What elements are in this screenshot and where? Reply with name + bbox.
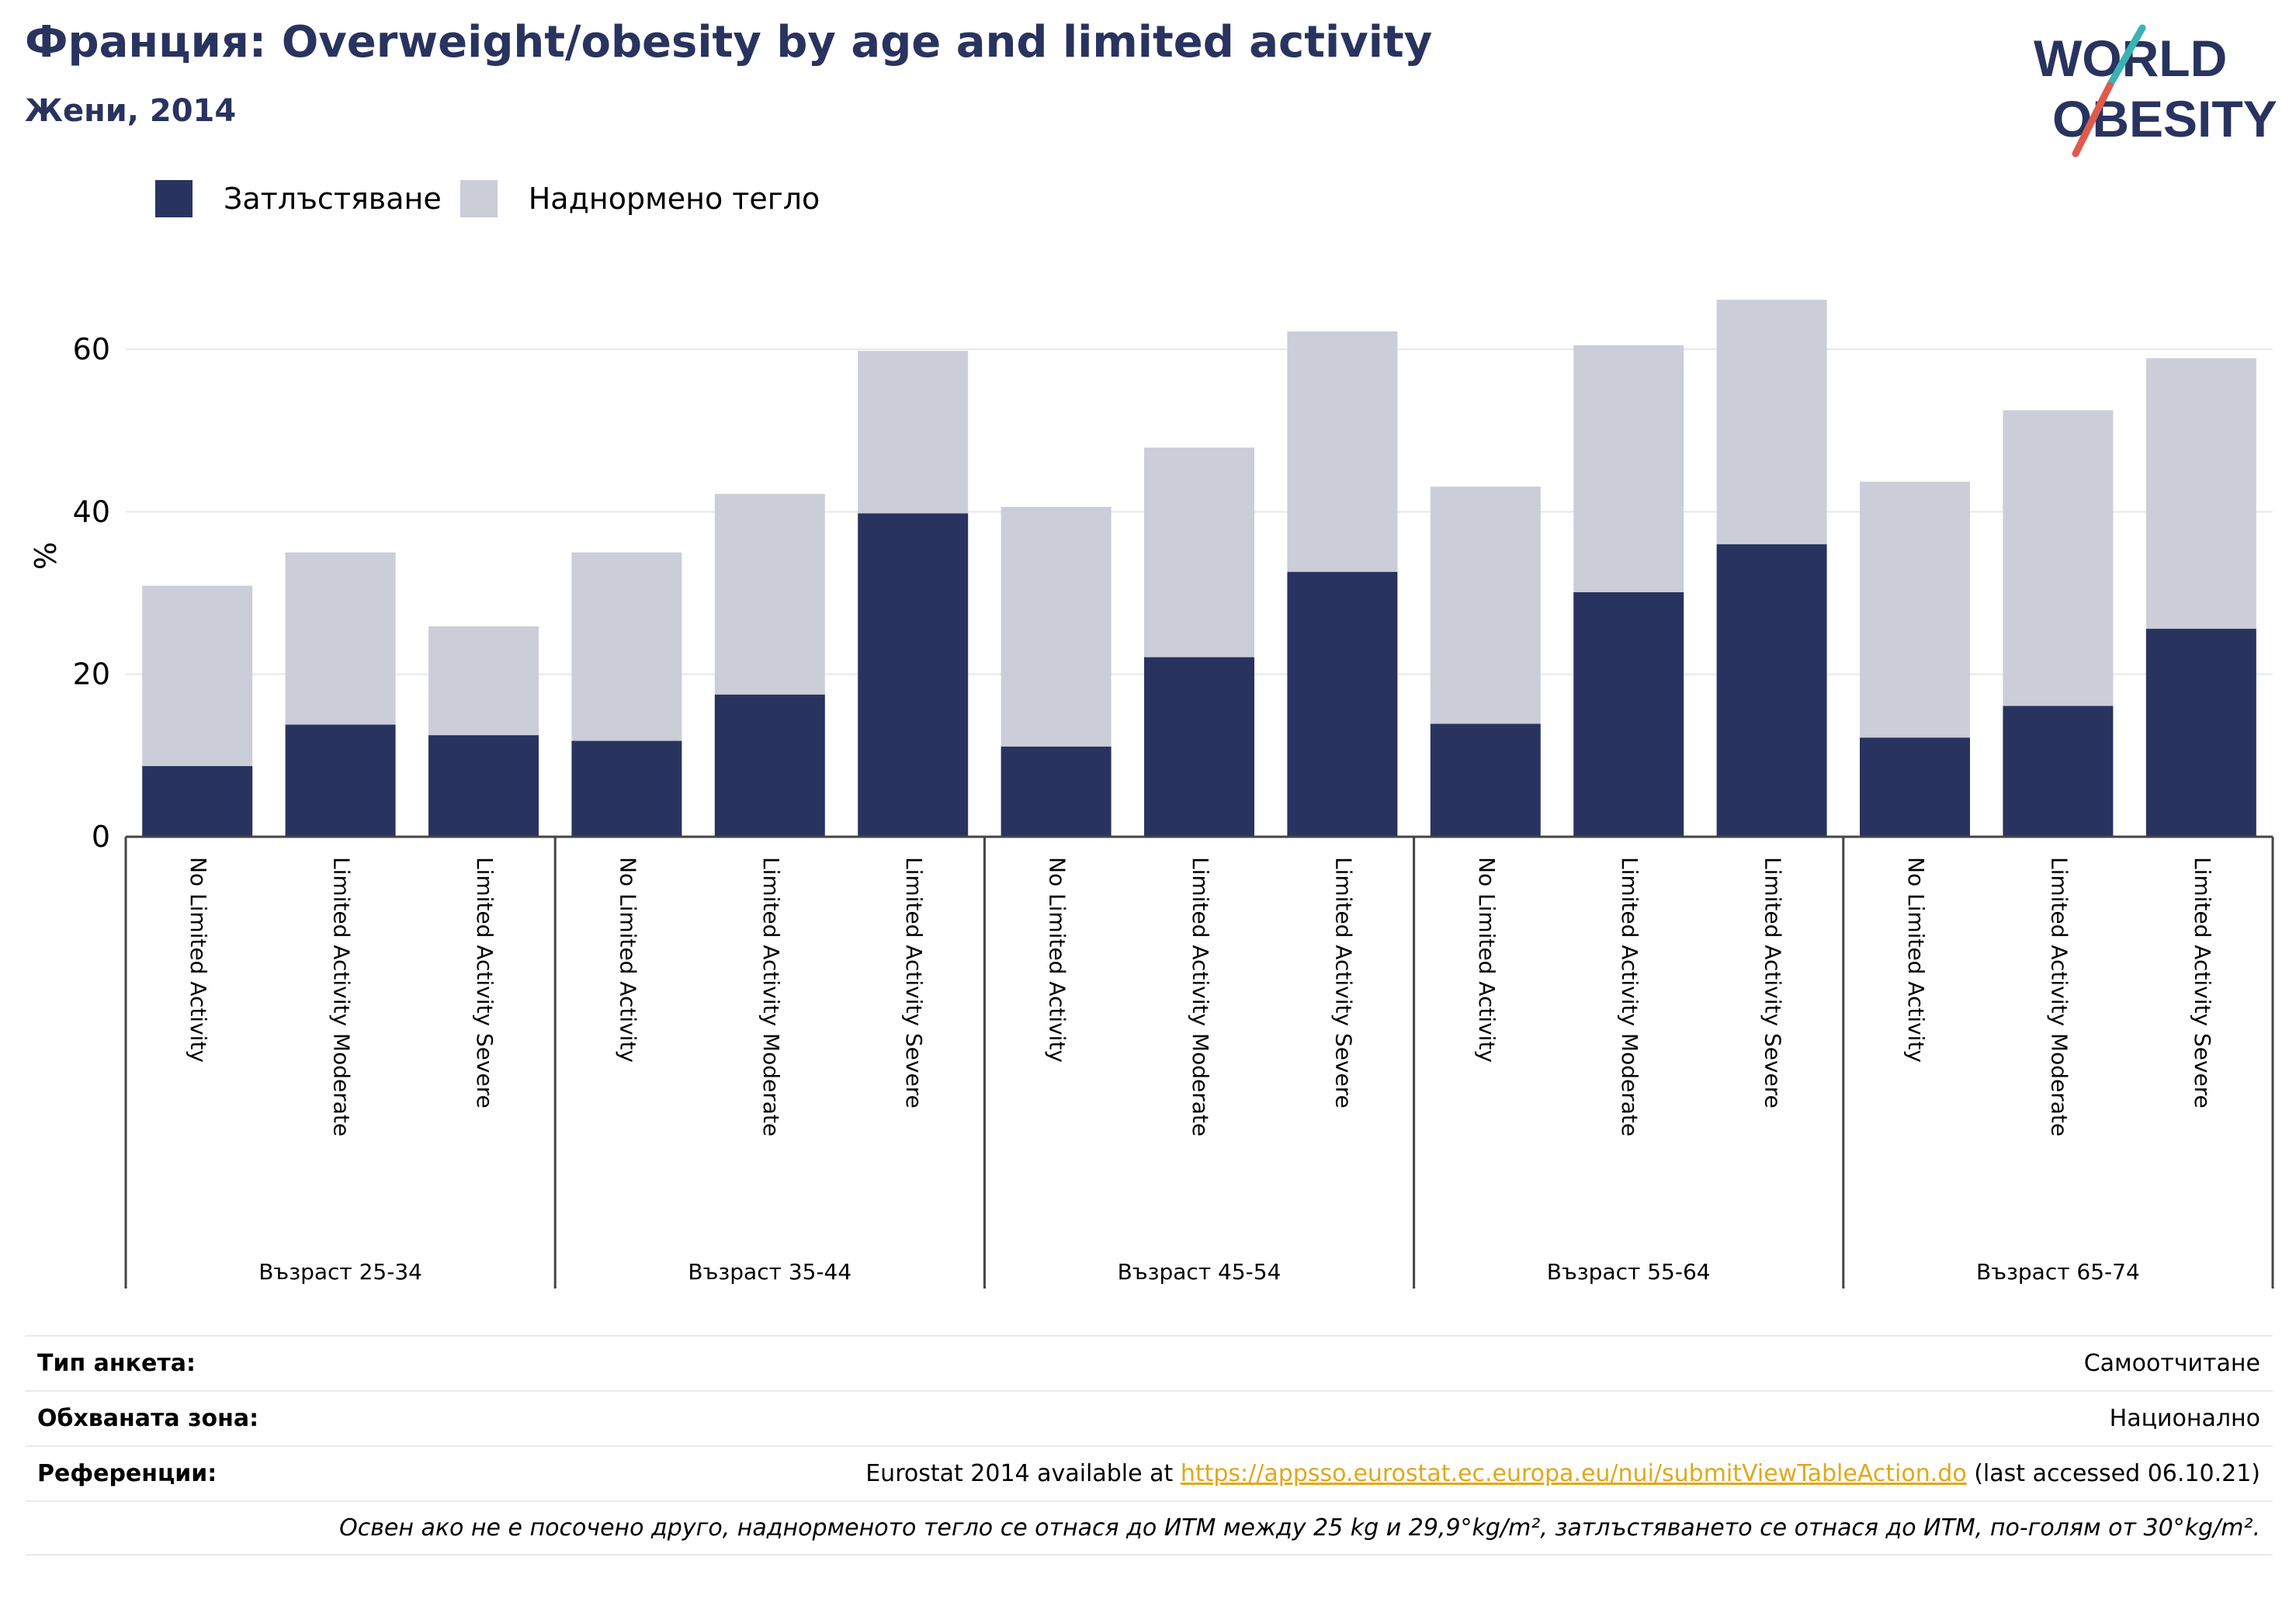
category-label: Limited Activity Severe [472, 857, 498, 1108]
bar-obesity [571, 741, 682, 837]
bar-overweight [1716, 300, 1827, 545]
bar-obesity [142, 765, 253, 837]
category-label: Limited Activity Severe [2190, 857, 2215, 1108]
survey-type-value: Самоотчитане [2083, 1350, 2260, 1377]
bar-overweight [142, 585, 253, 766]
legend-item-overweight: Наднормено тегло [460, 180, 820, 217]
category-label: No Limited Activity [1474, 857, 1500, 1063]
bar-overweight [1860, 481, 1970, 738]
category-label: No Limited Activity [1045, 857, 1070, 1063]
category-label: Limited Activity Moderate [1617, 857, 1642, 1136]
group-label: Възраст 35-44 [688, 1259, 851, 1285]
bar-obesity [1860, 737, 1970, 837]
eurostat-link[interactable]: https://appsso.eurostat.ec.europa.eu/nui… [1180, 1460, 1967, 1487]
note-row: Освен ако не е посочено друго, наднормен… [25, 1500, 2273, 1556]
group-label: Възраст 45-54 [1118, 1259, 1282, 1285]
bar-obesity [2145, 629, 2256, 837]
bar-obesity [714, 694, 825, 837]
legend-item-obesity: Затлъстяване [155, 180, 442, 217]
bar-overweight [428, 626, 539, 736]
category-label: Limited Activity Severe [1330, 857, 1356, 1108]
references-suffix: (last accessed 06.10.21) [1966, 1460, 2260, 1487]
category-label: No Limited Activity [615, 857, 640, 1063]
bar-obesity [858, 513, 969, 837]
bar-overweight [1144, 447, 1254, 657]
category-label: Limited Activity Moderate [329, 857, 355, 1136]
references-row: Референции: Eurostat 2014 available at h… [25, 1445, 2273, 1500]
legend-swatch-obesity [155, 180, 192, 217]
references-label: Референции: [37, 1460, 217, 1487]
logo-slash-red [2072, 82, 2114, 158]
bar-overweight [2145, 358, 2256, 630]
survey-type-row: Тип анкета: Самоотчитане [25, 1335, 2273, 1390]
bar-obesity [428, 735, 539, 837]
group-label: Възраст 25-34 [258, 1259, 422, 1285]
bar-overweight [714, 494, 825, 695]
y-tick-label: 20 [73, 657, 110, 692]
legend-label-overweight: Наднормено тегло [528, 182, 820, 216]
coverage-row: Обхваната зона: Национално [25, 1390, 2273, 1445]
bar-obesity [1001, 746, 1112, 837]
category-label: No Limited Activity [186, 857, 211, 1063]
legend-swatch-overweight [460, 180, 498, 217]
bar-obesity [1144, 657, 1254, 837]
category-label: Limited Activity Severe [1760, 857, 1786, 1108]
coverage-value: Национално [2109, 1405, 2260, 1432]
bar-overweight [1001, 507, 1112, 747]
bar-overweight [858, 351, 969, 514]
bar-obesity [2003, 706, 2114, 837]
group-label: Възраст 65-74 [1976, 1259, 2140, 1285]
survey-type-label: Тип анкета: [37, 1350, 196, 1377]
group-label: Възраст 55-64 [1547, 1259, 1711, 1285]
category-label: Limited Activity Moderate [2046, 857, 2072, 1136]
coverage-label: Обхваната зона: [37, 1405, 259, 1432]
category-label: No Limited Activity [1903, 857, 1929, 1063]
bar-obesity [1716, 544, 1827, 837]
bar-overweight [1430, 486, 1541, 724]
y-tick-label: 60 [73, 332, 110, 366]
legend-label-obesity: Затлъстяване [224, 182, 442, 216]
y-axis-label: % [29, 542, 63, 570]
bar-overweight [1287, 331, 1398, 572]
bar-chart: 0 20 40 60% No Limited Activity Limited Activ… [29, 300, 2274, 1289]
references-prefix: Eurostat 2014 available at [865, 1460, 1181, 1487]
y-tick-label: 0 [92, 820, 110, 854]
y-tick-label: 40 [73, 494, 110, 529]
bar-overweight [1573, 345, 1684, 592]
logo-slash-teal [2106, 24, 2146, 89]
bar-obesity [1287, 571, 1398, 837]
info-table: Тип анкета: Самоотчитане Обхваната зона:… [25, 1335, 2273, 1556]
chart-subtitle: Жени, 2014 [25, 93, 237, 129]
bar-overweight [2003, 410, 2114, 706]
bar-obesity [285, 724, 396, 837]
bar-obesity [1430, 723, 1541, 837]
bmi-note: Освен ако не е посочено друго, наднормен… [339, 1514, 2260, 1542]
chart-title: Франция: Overweight/obesity by age and l… [25, 17, 1433, 68]
bar-overweight [285, 552, 396, 725]
category-label: Limited Activity Moderate [1188, 857, 1213, 1136]
world-obesity-logo: WORLD OBESITY [2034, 24, 2277, 158]
chart-legend: Затлъстяване Наднормено тегло [155, 177, 838, 220]
category-label: Limited Activity Moderate [758, 857, 784, 1136]
bar-overweight [571, 552, 682, 741]
bar-obesity [1573, 591, 1684, 837]
category-label: Limited Activity Severe [901, 857, 927, 1108]
logo-line1: WORLD [2034, 29, 2227, 87]
references-value: Eurostat 2014 available at https://appss… [865, 1460, 2260, 1487]
